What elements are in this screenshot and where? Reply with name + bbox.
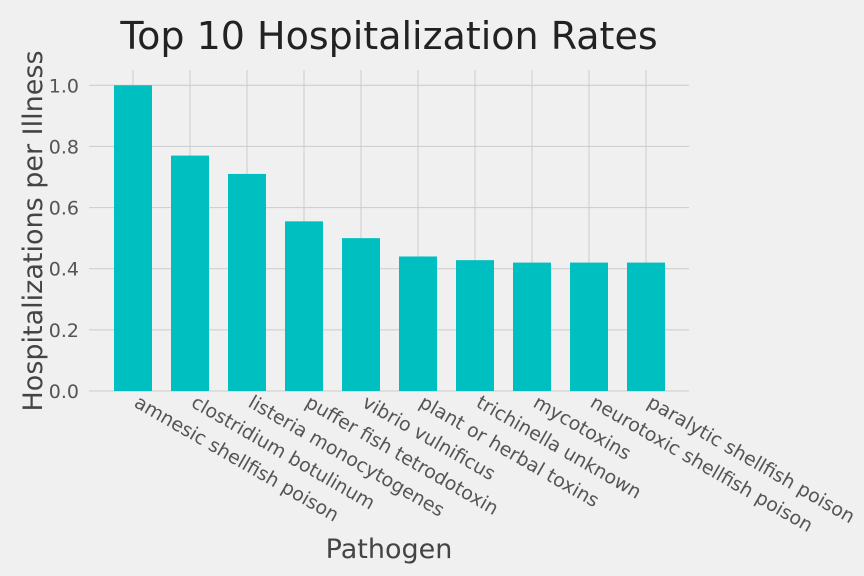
- bar-puffer-fish-tetrodotoxin: [285, 221, 323, 391]
- y-tick-label: 0.0: [49, 381, 79, 403]
- bar-clostridium-botulinum: [171, 155, 209, 391]
- y-tick-label: 1.0: [49, 75, 79, 97]
- bar-trichinella-unknown: [456, 260, 494, 391]
- chart-title: Top 10 Hospitalization Rates: [119, 14, 657, 58]
- x-axis-label: Pathogen: [326, 534, 453, 565]
- bar-paralytic-shellfish-poison: [627, 262, 665, 391]
- bar-listeria-monocytogenes: [228, 173, 266, 391]
- y-tick-label: 0.8: [49, 136, 79, 158]
- y-ticks: 0.0 0.2 0.4 0.6 0.8 1.0: [49, 75, 79, 403]
- bar-neurotoxic-shellfish-poison: [570, 262, 608, 391]
- y-tick-label: 0.6: [49, 198, 79, 220]
- y-tick-label: 0.4: [49, 259, 79, 281]
- bar-vibrio-vulnificus: [342, 238, 380, 391]
- y-tick-label: 0.2: [49, 320, 79, 342]
- bar-amnesic-shellfish-poison: [114, 85, 152, 392]
- y-axis-label: Hospitalizations per Illness: [18, 50, 49, 411]
- bar-mycotoxins: [513, 262, 551, 391]
- bar-plant-or-herbal-toxins: [399, 256, 437, 391]
- bars: [114, 85, 665, 392]
